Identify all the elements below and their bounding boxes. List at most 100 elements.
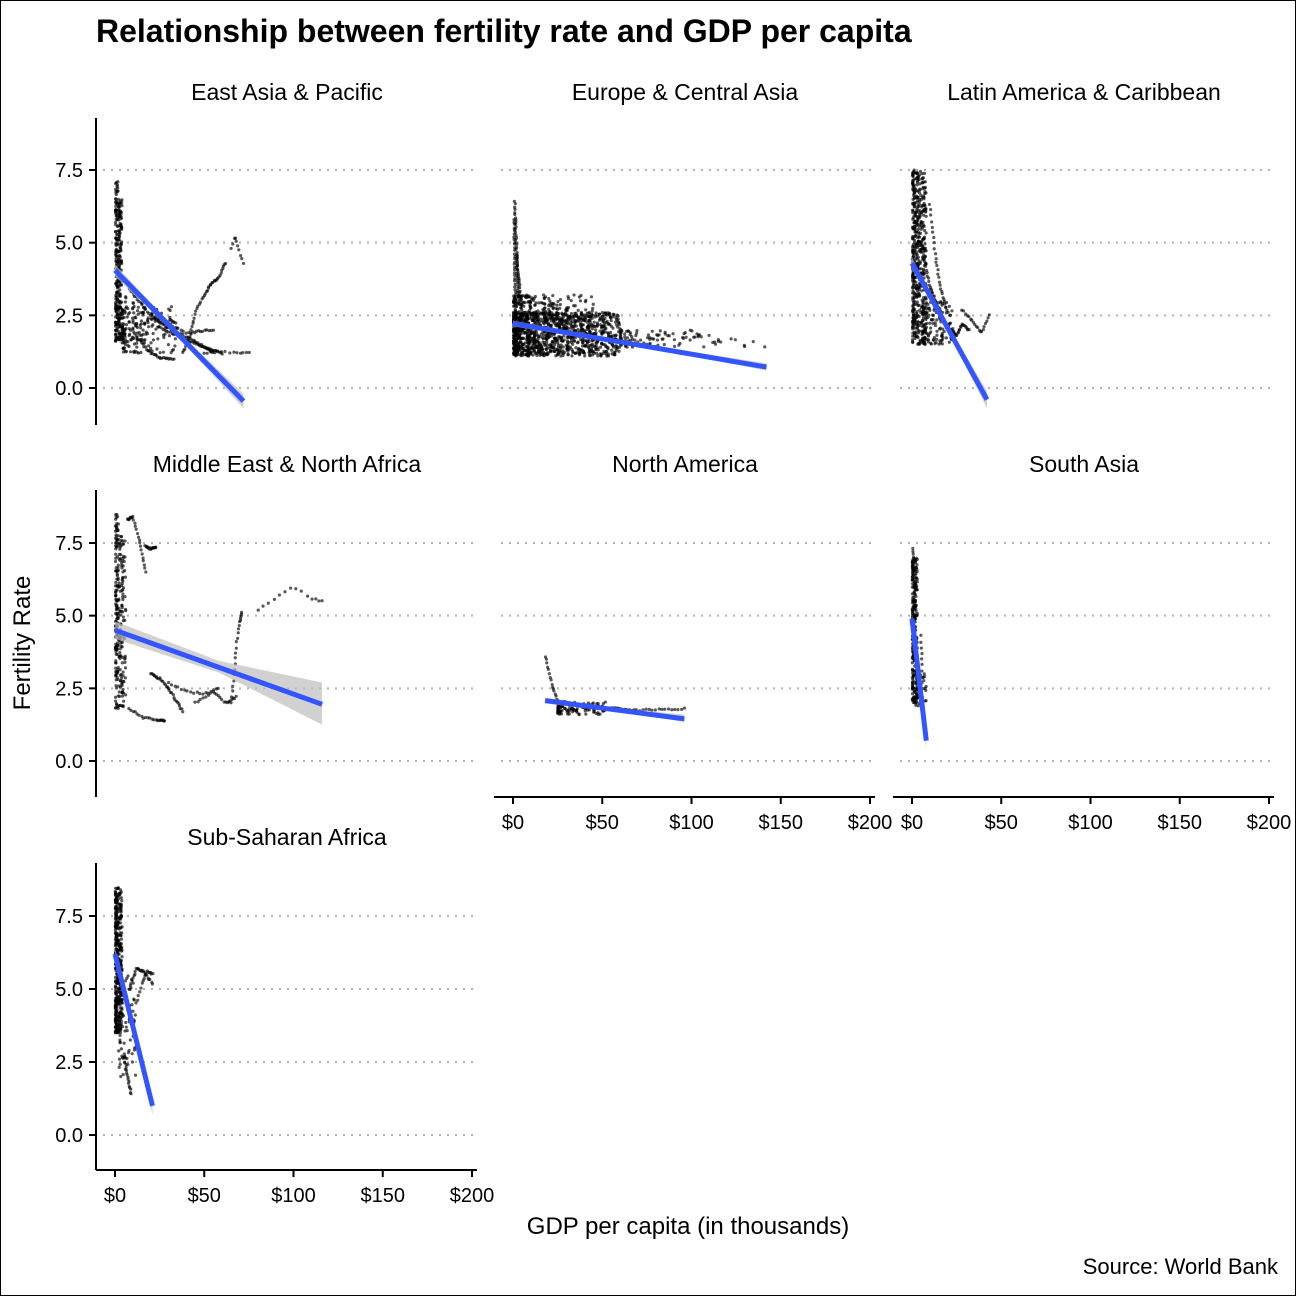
data-point	[942, 299, 946, 304]
data-point	[566, 352, 570, 356]
data-point	[215, 350, 220, 354]
data-point	[119, 934, 123, 938]
data-point	[914, 701, 918, 705]
data-point	[120, 316, 124, 320]
data-point	[114, 513, 118, 517]
data-point	[121, 346, 125, 351]
data-point	[666, 333, 670, 338]
panel-sub-saharan-africa: Sub-Saharan Africa 0.0 2.5 5.0 7.5 $0 $50 $100 $…	[55, 824, 494, 1207]
data-point	[237, 623, 241, 628]
data-point	[126, 312, 131, 316]
data-point	[115, 200, 120, 204]
data-point	[117, 210, 122, 214]
data-point	[117, 323, 121, 327]
data-point	[118, 694, 122, 698]
data-point	[763, 345, 767, 349]
data-point	[133, 1073, 138, 1077]
data-point	[553, 343, 557, 347]
data-point	[549, 304, 553, 308]
data-point	[118, 1038, 122, 1042]
data-point	[565, 309, 569, 313]
data-point	[914, 586, 918, 590]
data-point	[565, 346, 570, 350]
data-point	[591, 302, 595, 306]
data-point	[940, 334, 944, 338]
data-point	[571, 350, 575, 355]
data-point	[921, 220, 925, 225]
data-point	[582, 349, 586, 354]
data-point	[139, 548, 143, 552]
data-point	[917, 216, 922, 220]
data-point	[118, 589, 122, 593]
data-point	[114, 924, 118, 928]
data-point	[527, 334, 531, 338]
data-point	[916, 704, 920, 708]
data-point	[592, 320, 596, 324]
data-point	[690, 329, 694, 333]
trend-line	[909, 261, 990, 401]
data-point	[123, 332, 127, 336]
data-point	[583, 319, 587, 323]
data-point	[565, 325, 569, 329]
data-point	[148, 313, 153, 318]
data-point	[528, 338, 532, 342]
data-point	[537, 320, 542, 324]
data-point	[582, 329, 587, 333]
data-point	[926, 315, 930, 320]
data-point	[511, 304, 516, 308]
data-point	[579, 316, 583, 321]
data-point	[114, 257, 118, 261]
data-point	[935, 318, 939, 322]
data-point	[918, 261, 922, 266]
data-point	[558, 302, 562, 307]
data-point	[919, 633, 923, 637]
data-point	[135, 345, 139, 349]
data-point	[542, 322, 546, 326]
data-point	[938, 287, 943, 291]
data-point	[523, 353, 527, 357]
data-point	[615, 348, 619, 352]
data-point	[601, 324, 605, 328]
x-tick-label: $50	[188, 1185, 221, 1207]
data-point	[154, 545, 158, 550]
data-point	[124, 296, 128, 300]
data-point	[918, 197, 922, 201]
x-tick-label: $100	[669, 812, 714, 834]
data-point	[935, 333, 939, 337]
data-point	[115, 249, 119, 253]
data-point	[119, 888, 123, 892]
data-point	[920, 205, 924, 209]
data-point	[567, 712, 571, 716]
data-point	[547, 346, 551, 350]
y-tick-label: 5.0	[55, 979, 83, 1001]
data-point	[930, 220, 934, 224]
data-point	[585, 340, 589, 344]
data-point	[623, 332, 627, 336]
data-point	[113, 594, 118, 598]
data-point	[917, 211, 921, 215]
data-point	[123, 575, 128, 579]
data-point	[567, 322, 571, 326]
data-point	[635, 328, 639, 333]
data-point	[981, 327, 986, 332]
data-point	[911, 173, 915, 177]
data-point	[912, 188, 916, 192]
data-point	[589, 315, 593, 319]
data-point	[118, 1030, 123, 1035]
data-point	[612, 312, 616, 317]
data-point	[205, 351, 209, 355]
data-point	[114, 556, 118, 560]
data-point	[208, 350, 213, 354]
data-point	[118, 651, 122, 655]
data-point	[219, 697, 224, 702]
data-point	[137, 330, 141, 335]
data-point	[512, 228, 517, 233]
data-point	[924, 317, 928, 321]
data-point	[617, 321, 621, 325]
data-point	[929, 342, 934, 346]
data-point	[914, 572, 918, 576]
data-point	[513, 248, 517, 252]
data-point	[123, 657, 127, 661]
data-point	[923, 327, 927, 331]
data-point	[719, 340, 723, 344]
